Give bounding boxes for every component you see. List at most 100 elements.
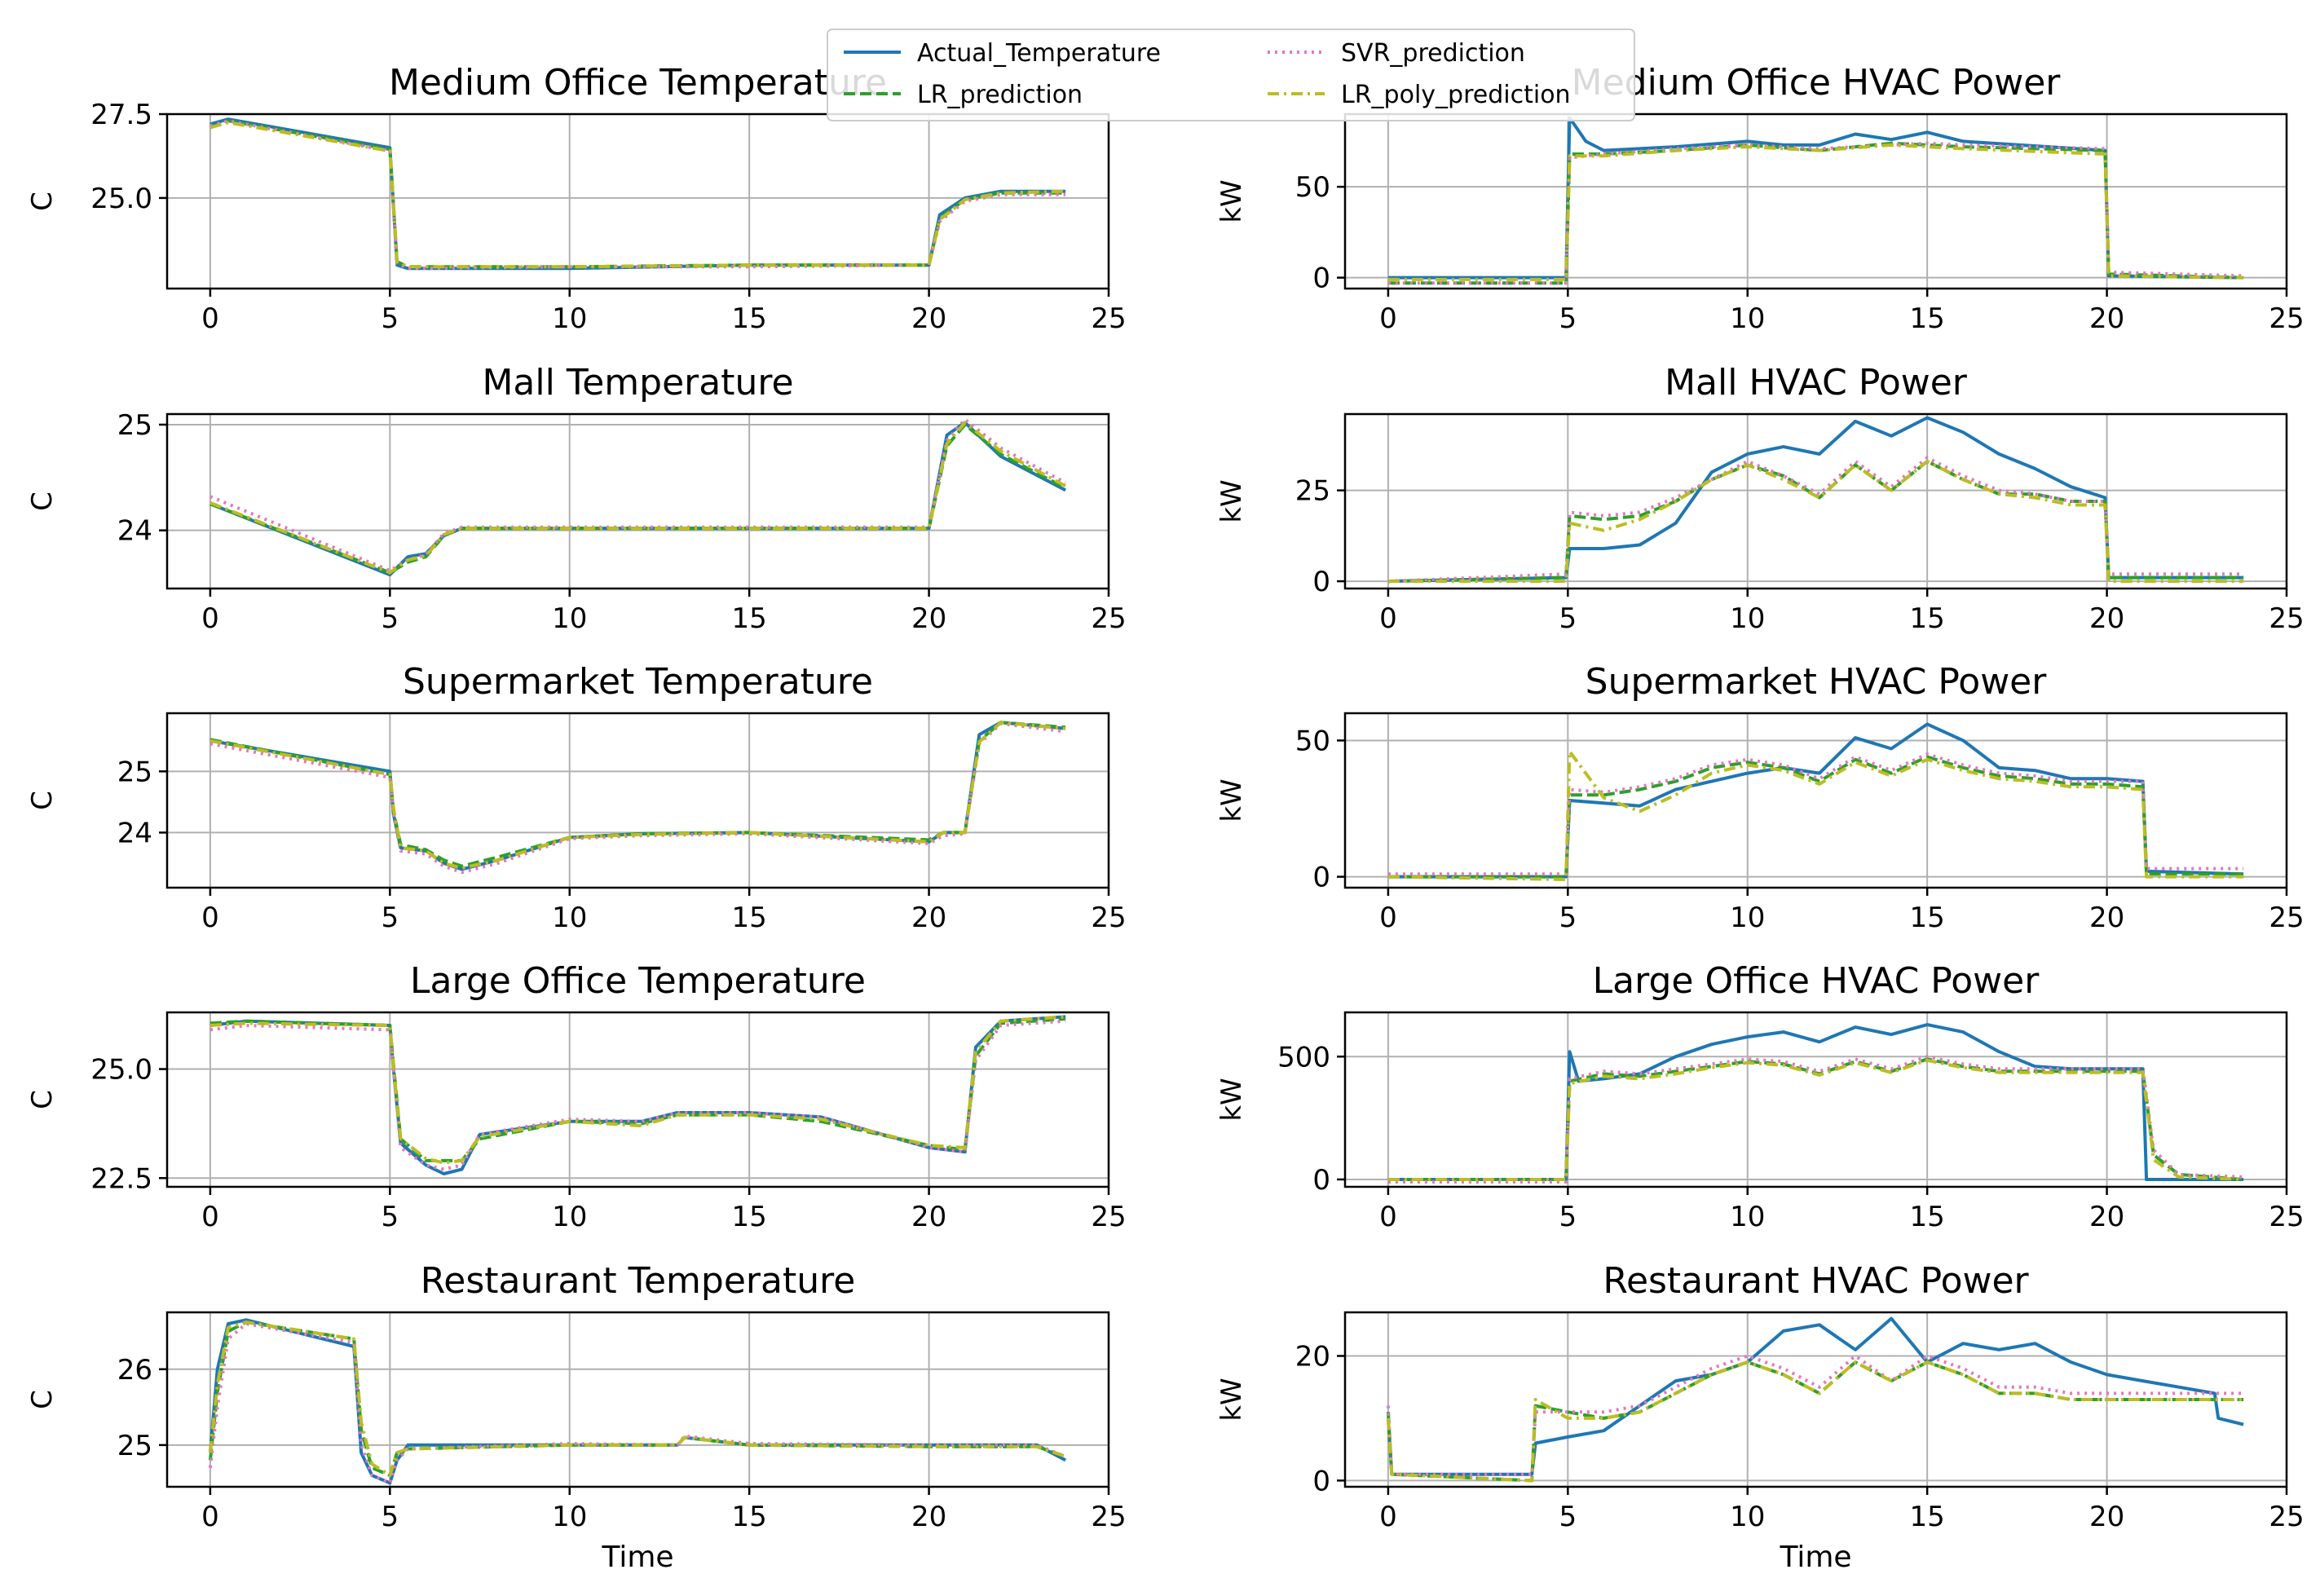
x-tick-label: 0 [201, 1201, 219, 1233]
y-tick-label: 0 [1312, 262, 1330, 295]
plot-area [167, 713, 1109, 888]
series-group [1387, 1023, 2244, 1184]
x-tick-label: 10 [552, 1501, 587, 1533]
series-line-lr-poly [210, 721, 1066, 870]
plot-area [167, 414, 1109, 589]
x-tick-label: 5 [1559, 602, 1577, 635]
x-tick-label: 10 [1730, 902, 1765, 934]
plot-frame [165, 412, 1110, 590]
x-tick-label: 10 [1730, 1201, 1765, 1233]
series-line-lr-poly [210, 1015, 1066, 1165]
y-tick-label: 25 [117, 1430, 152, 1462]
y-tick-label: 27.5 [90, 99, 152, 131]
x-tick-label: 20 [2089, 902, 2124, 934]
series-line-lr-poly [1387, 1058, 2244, 1181]
x-tick-label: 25 [1091, 1501, 1126, 1533]
plot-area [1345, 414, 2287, 589]
y-tick-label: 24 [117, 515, 152, 548]
plot-frame [165, 112, 1110, 290]
plot-area [167, 114, 1109, 289]
subplot-title: Supermarket HVAC Power [1586, 661, 2048, 703]
x-tick-label: 25 [2269, 902, 2304, 934]
series-line-svr [1387, 752, 2244, 876]
x-tick-label: 20 [2089, 302, 2124, 335]
y-tick-label: 25 [117, 756, 152, 788]
subplot-medium-office-temperature: 0 5 10 15 20 25 25.0 27.5 C Medium Office Tempera… [26, 62, 1127, 335]
subplot-supermarket-hvac-power: 0 5 10 15 20 25 0 50 kW Supermarket HVAC Power [1215, 661, 2305, 934]
subplot-grid: 0 5 10 15 20 25 25.0 27.5 C Medium Office Tempera… [26, 62, 2305, 1574]
x-tick-label: 10 [1730, 602, 1765, 635]
subplot-title: Medium Office HVAC Power [1572, 62, 2062, 104]
x-tick-label: 0 [1379, 1501, 1397, 1533]
series-line-lr-poly [210, 421, 1067, 575]
y-axis-label: kW [1215, 479, 1248, 522]
series-line-actual [1387, 1023, 2244, 1181]
x-tick-label: 15 [1910, 302, 1945, 335]
plot-frame [165, 1311, 1110, 1488]
plot-frame [1343, 112, 2288, 290]
legend-label-actual: Actual_Temperature [917, 39, 1161, 68]
x-tick-label: 20 [2089, 602, 2124, 635]
series-line-svr [1387, 456, 2244, 584]
x-tick-label: 25 [2269, 1201, 2304, 1233]
x-tick-label: 20 [2089, 1501, 2124, 1533]
y-axis-label: C [26, 492, 59, 511]
x-tick-label: 5 [382, 1501, 399, 1533]
subplot-title: Mall Temperature [482, 362, 793, 403]
series-line-svr [1387, 1055, 2244, 1184]
x-tick-label: 15 [732, 1501, 767, 1533]
y-axis-label: C [26, 791, 59, 810]
x-tick-label: 10 [552, 902, 587, 934]
plot-frame [165, 1011, 1110, 1188]
series-group [210, 117, 1066, 271]
series-line-lr-poly [1387, 749, 2244, 881]
series-line-actual [1387, 722, 2244, 879]
subplot-title: Supermarket Temperature [403, 661, 873, 703]
y-axis-label: C [26, 192, 59, 211]
series-group [210, 417, 1067, 577]
subplot-title: Medium Office Temperature [389, 62, 887, 104]
subplot-title: Mall HVAC Power [1665, 362, 1968, 403]
series-group [210, 1015, 1066, 1175]
legend-label-lr: LR_prediction [917, 81, 1083, 109]
plot-frame [1343, 412, 2288, 590]
subplot-mall-hvac-power: 0 5 10 15 20 25 0 25 kW Mall HVAC Power [1215, 362, 2305, 635]
y-tick-label: 50 [1295, 171, 1330, 204]
x-tick-label: 5 [1559, 1201, 1577, 1233]
x-tick-label: 5 [1559, 1501, 1577, 1533]
series-line-lr [1387, 1057, 2244, 1181]
subplot-supermarket-temperature: 0 5 10 15 20 25 24 25 C Supermarket Temperature [26, 661, 1127, 934]
y-axis-label: kW [1215, 1378, 1248, 1421]
y-tick-label: 0 [1312, 566, 1330, 598]
y-axis-label: C [26, 1090, 59, 1109]
x-tick-label: 25 [1091, 602, 1126, 635]
x-tick-label: 0 [201, 902, 219, 934]
x-tick-label: 15 [732, 302, 767, 335]
x-tick-label: 20 [911, 302, 946, 335]
x-tick-label: 0 [1379, 302, 1397, 335]
y-tick-label: 0 [1312, 1465, 1330, 1497]
series-line-svr [210, 1019, 1066, 1171]
y-tick-label: 22.5 [90, 1162, 152, 1195]
x-tick-label: 0 [1379, 602, 1397, 635]
series-line-lr-poly [208, 1320, 1066, 1477]
y-tick-label: 50 [1295, 725, 1330, 757]
x-tick-label: 10 [552, 1201, 587, 1233]
y-tick-label: 500 [1277, 1041, 1330, 1074]
y-axis-label: kW [1215, 778, 1248, 822]
y-tick-label: 25 [1295, 475, 1330, 508]
x-tick-label: 25 [2269, 1501, 2304, 1533]
subplot-title: Large Office HVAC Power [1593, 960, 2040, 1002]
plot-frame [1343, 712, 2288, 889]
series-line-svr [210, 119, 1066, 271]
x-tick-label: 0 [1379, 1201, 1397, 1233]
plot-area [167, 1312, 1109, 1487]
x-tick-label: 15 [1910, 902, 1945, 934]
plot-area [1345, 114, 2287, 289]
x-tick-label: 10 [1730, 302, 1765, 335]
plot-area [167, 1012, 1109, 1187]
series-group [208, 1318, 1067, 1485]
x-tick-label: 15 [1910, 1501, 1945, 1533]
y-axis-label: kW [1215, 179, 1248, 223]
